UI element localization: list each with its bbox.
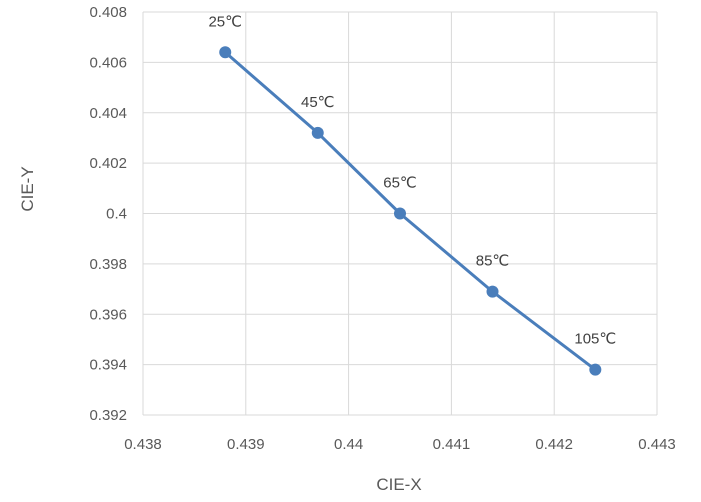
data-point [589, 363, 602, 376]
series-line [224, 51, 597, 371]
data-point [311, 126, 324, 139]
x-tick-label: 0.443 [638, 436, 676, 453]
data-point [486, 285, 499, 298]
x-tick-label: 0.439 [227, 436, 265, 453]
y-tick-label: 0.394 [89, 357, 127, 374]
grid-lines [142, 11, 658, 416]
x-axis-title: CIE-X [376, 475, 421, 494]
x-tick-label: 0.44 [334, 436, 363, 453]
x-tick-label: 0.442 [535, 436, 573, 453]
y-tick-label: 0.402 [89, 155, 127, 172]
y-tick-label: 0.408 [89, 4, 127, 21]
x-tick-label: 0.438 [124, 436, 162, 453]
y-tick-label: 0.404 [89, 105, 127, 122]
x-axis-ticks: 0.438 0.439 0.44 0.441 0.442 0.443 [124, 436, 676, 453]
data-point [394, 207, 406, 220]
data-label: 65℃ [383, 175, 417, 192]
y-axis-ticks: 0.392 0.394 0.396 0.398 0.4 0.402 0.404 0.406 0.… [89, 4, 127, 424]
x-tick-label: 0.441 [433, 436, 471, 453]
data-label: 105℃ [574, 331, 616, 348]
y-tick-label: 0.392 [89, 407, 127, 424]
y-tick-label: 0.4 [106, 206, 127, 223]
data-label: 45℃ [301, 94, 335, 111]
data-point [219, 46, 232, 59]
y-tick-label: 0.406 [89, 54, 127, 71]
data-labels: 25℃ 45℃ 65℃ 85℃ 105℃ [208, 13, 616, 347]
y-tick-label: 0.396 [89, 306, 127, 323]
y-axis-title: CIE-Y [18, 166, 37, 211]
data-label: 25℃ [208, 13, 242, 30]
y-tick-label: 0.398 [89, 256, 127, 273]
data-label: 85℃ [476, 253, 510, 270]
series-cie-xy [219, 46, 602, 376]
